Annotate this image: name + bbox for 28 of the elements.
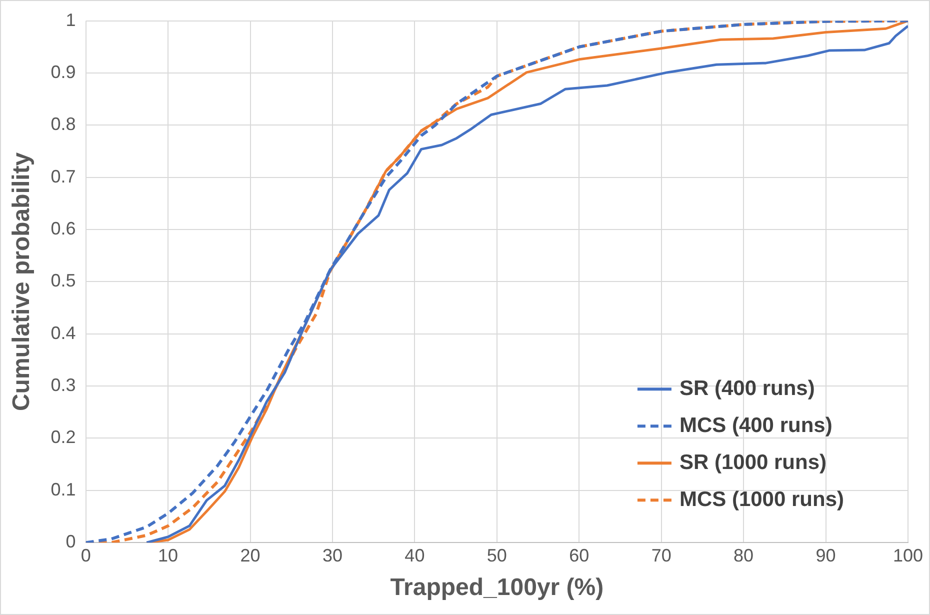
- x-tick-label: 40: [404, 545, 425, 566]
- legend-label: SR (400 runs): [679, 376, 815, 400]
- y-tick-label: 0.7: [50, 166, 76, 186]
- x-tick-label: 30: [322, 545, 342, 566]
- x-axis-title: Trapped_100yr (%): [390, 574, 604, 602]
- legend-label: MCS (1000 runs): [679, 488, 844, 511]
- y-axis-title: Cumulative probability: [8, 152, 36, 412]
- y-tick-label: 0.8: [50, 114, 76, 134]
- x-tick-label: 20: [240, 545, 260, 566]
- y-tick-label: 1: [66, 10, 76, 30]
- x-tick-label: 100: [892, 545, 924, 566]
- y-tick-label: 0.6: [50, 218, 76, 238]
- x-tick-label: 80: [734, 545, 754, 566]
- x-tick-label: 70: [651, 545, 672, 566]
- x-tick-label: 90: [816, 545, 836, 566]
- x-tick-label: 60: [569, 545, 590, 566]
- x-tick-label: 10: [158, 545, 178, 566]
- y-tick-label: 0.5: [50, 270, 76, 291]
- y-tick-label: 0.4: [50, 322, 76, 343]
- x-tick-label: 50: [486, 545, 507, 566]
- legend-label: SR (1000 runs): [679, 450, 827, 474]
- x-tick-label: 0: [80, 545, 91, 566]
- legend-label: MCS (400 runs): [679, 414, 832, 437]
- y-tick-label: 0.1: [50, 479, 76, 500]
- y-tick-label: 0: [66, 532, 76, 552]
- y-tick-label: 0.2: [50, 427, 76, 448]
- y-tick-label: 0.3: [50, 375, 76, 396]
- y-tick-label: 0.9: [50, 62, 76, 82]
